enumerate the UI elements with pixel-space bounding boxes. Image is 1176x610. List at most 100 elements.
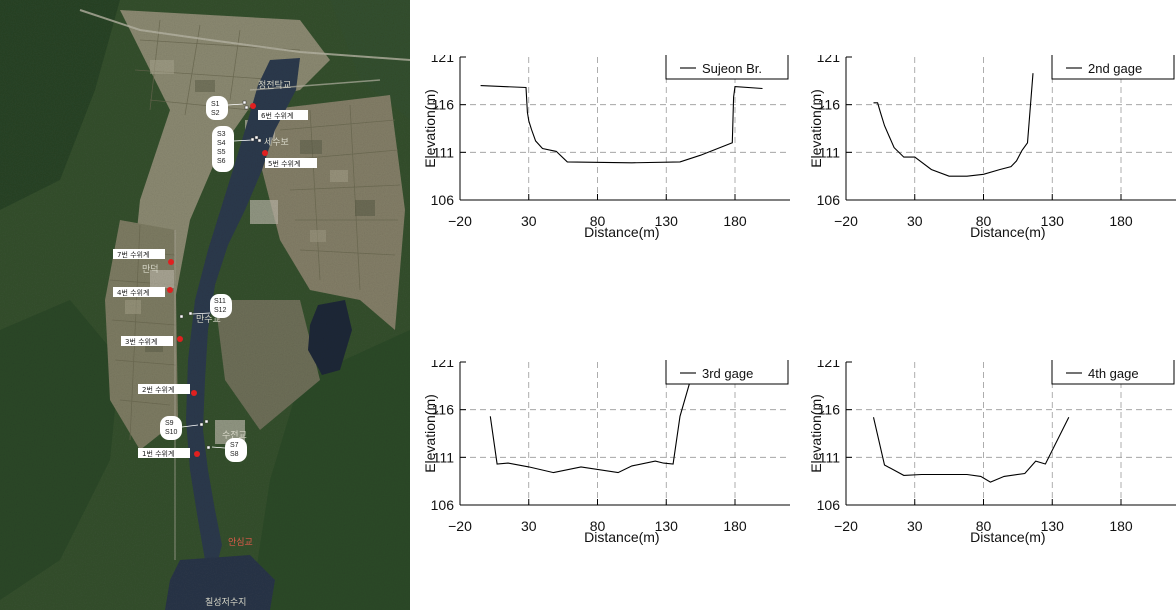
y-axis-label: Elevation(m) (422, 89, 438, 168)
y-axis-label: Elevation(m) (808, 89, 824, 168)
gauge-marker-icon (177, 336, 183, 342)
y-tick-label: 116 (432, 97, 455, 113)
y-axis-label: Elevation(m) (808, 394, 824, 473)
gauge-label: 2번 수위계 (142, 385, 174, 394)
y-tick-label: 106 (817, 192, 841, 208)
gauge-7: 7번 수위계 (113, 249, 174, 265)
legend-label: 4th gage (1088, 366, 1139, 381)
x-tick-label: 80 (976, 518, 992, 534)
x-tick-label: 80 (976, 213, 992, 229)
y-tick-label: 111 (819, 449, 840, 465)
chart-2nd-gage: 106 111 116 121 −20 30 80 130 180 Distance(m) Elev… (806, 49, 1176, 255)
gauge-marker-icon (262, 150, 268, 156)
y-tick-label: 121 (431, 55, 455, 65)
x-axis-label: Distance(m) (970, 529, 1045, 545)
place-label: 수전교 (222, 430, 247, 441)
x-tick-label: 130 (655, 213, 679, 229)
cross-section-line (489, 362, 708, 474)
aerial-map: 정전탁교 세수보 만수교 만덕 수전교 안심교 칠성저수지 6번 수위계 5번 … (0, 0, 410, 610)
sensor-s9-s10: S9 S10 (160, 416, 209, 440)
y-tick-label: 106 (817, 497, 841, 513)
y-tick-label: 111 (433, 449, 454, 465)
x-axis-label: Distance(m) (584, 224, 659, 240)
gauge-3: 3번 수위계 (121, 336, 183, 346)
cross-section-chart: 106 111 116 121 −20 30 80 130 180 Distance(m) Elev… (422, 49, 790, 240)
sensor-label: S11 S12 (214, 298, 227, 314)
x-tick-label: −20 (834, 518, 858, 534)
sensor-s11-s12: S11 S12 (179, 294, 232, 319)
place-label: 세수보 (264, 137, 289, 148)
gauge-marker-icon (250, 103, 256, 109)
cross-section-chart: 106 111 116 121 −20 30 80 130 180 Distance(m) Elev… (808, 354, 1176, 545)
y-tick-label: 121 (817, 360, 841, 370)
x-tick-label: 130 (1041, 518, 1065, 534)
gauge-marker-icon (168, 259, 174, 265)
gauge-marker-icon (191, 390, 197, 396)
x-axis-label: Distance(m) (584, 529, 659, 545)
gauge-label: 1번 수위계 (142, 449, 174, 458)
place-label: 칠성저수지 (205, 597, 246, 608)
legend-label: Sujeon Br. (702, 61, 762, 76)
y-tick-label: 116 (432, 402, 455, 418)
y-tick-label: 106 (431, 497, 455, 513)
sensor-s3-s6: S3 S4 S5 S6 (212, 126, 262, 172)
y-axis-label: Elevation(m) (422, 394, 438, 473)
gauge-1: 1번 수위계 (138, 448, 200, 458)
gauge-marker-icon (167, 287, 173, 293)
legend (1051, 357, 1175, 385)
gauge-label: 4번 수위계 (117, 288, 149, 297)
x-tick-label: 30 (907, 213, 923, 229)
cross-section-line (480, 85, 763, 164)
y-tick-label: 116 (818, 97, 841, 113)
legend-label: 2nd gage (1088, 61, 1142, 76)
x-tick-label: 80 (590, 213, 606, 229)
cross-section-chart: 106 111 116 121 −20 30 80 130 180 Distance(m) Elev… (422, 354, 790, 545)
legend (1051, 52, 1175, 80)
x-tick-label: 30 (907, 518, 923, 534)
x-tick-label: −20 (448, 213, 472, 229)
sensor-label: S9 S10 (165, 420, 178, 436)
legend-label: 3rd gage (702, 366, 753, 381)
gauge-label: 5번 수위계 (268, 159, 300, 168)
chart-4th-gage: 106 111 116 121 −20 30 80 130 180 Distance(m) Elev… (806, 354, 1176, 555)
x-tick-label: 30 (521, 213, 537, 229)
gauge-marker-icon (194, 451, 200, 457)
y-tick-label: 111 (819, 144, 840, 160)
y-tick-label: 121 (817, 55, 841, 65)
chart-sujeon-br: 106 111 116 121 −20 30 80 130 180 Distance(m) Elev… (420, 49, 790, 250)
x-tick-label: 180 (723, 213, 747, 229)
x-tick-label: 30 (521, 518, 537, 534)
place-label: 정전탁교 (258, 79, 291, 91)
x-tick-label: 180 (723, 518, 747, 534)
y-tick-label: 116 (818, 402, 841, 418)
x-axis-label: Distance(m) (970, 224, 1045, 240)
x-tick-label: 130 (1041, 213, 1065, 229)
y-tick-label: 121 (431, 360, 455, 370)
x-tick-label: 180 (1109, 213, 1133, 229)
x-tick-label: 130 (655, 518, 679, 534)
place-label: 안심교 (228, 537, 253, 548)
x-tick-label: 80 (590, 518, 606, 534)
y-tick-label: 111 (433, 144, 454, 160)
gauge-label: 6번 수위계 (261, 111, 293, 120)
x-tick-label: 180 (1109, 518, 1133, 534)
cross-section-line (873, 73, 1034, 177)
x-tick-label: −20 (448, 518, 472, 534)
x-tick-label: −20 (834, 213, 858, 229)
sensor-s7-s8: S7 S8 (206, 438, 247, 462)
sensor-label: S7 S8 (230, 442, 239, 458)
place-label: 만수교 (196, 314, 221, 325)
gauge-5: 5번 수위계 (262, 150, 317, 168)
gauge-label: 7번 수위계 (117, 250, 149, 259)
gauge-4: 4번 수위계 (113, 287, 173, 297)
gauge-label: 3번 수위계 (125, 337, 157, 346)
cross-section-line (872, 417, 1070, 483)
gauge-2: 2번 수위계 (138, 384, 197, 396)
y-tick-label: 106 (431, 192, 455, 208)
legend (665, 52, 789, 80)
sensor-s1-s2: S1 S2 (206, 96, 249, 120)
place-label: 만덕 (142, 264, 159, 275)
sensor-label: S1 S2 (211, 101, 220, 117)
chart-3rd-gage: 106 111 116 121 −20 30 80 130 180 Distance(m) Elev… (420, 354, 790, 555)
gauge-6: 6번 수위계 (250, 103, 308, 120)
